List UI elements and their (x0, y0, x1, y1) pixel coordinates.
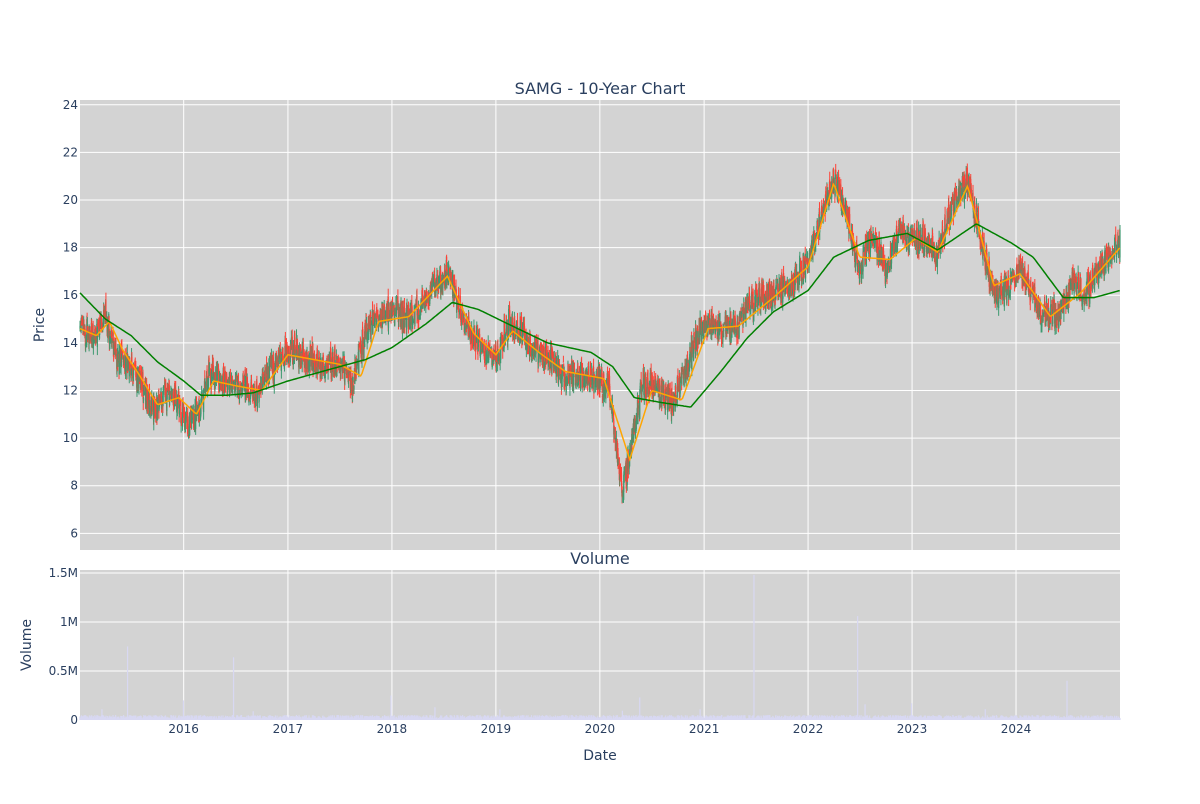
candle-body (463, 315, 464, 318)
candle-body (505, 337, 506, 338)
candle-body (739, 326, 740, 338)
candle-body (353, 385, 354, 389)
candle-body (448, 267, 449, 268)
candle-body (163, 390, 164, 393)
price-tick-label: 12 (63, 383, 78, 397)
candle-body (259, 394, 260, 402)
candle-body (602, 373, 603, 392)
candle-body (361, 344, 362, 360)
candlestick (340, 358, 341, 379)
candlestick (131, 352, 132, 368)
candle-body (466, 325, 467, 327)
price-tick-label: 18 (63, 241, 78, 255)
candle-body (488, 355, 489, 360)
candle-body (196, 402, 197, 404)
candlestick (89, 327, 90, 344)
candle-body (122, 352, 123, 358)
candle-body (265, 368, 266, 377)
price-tick-label: 22 (63, 145, 78, 159)
candlestick (563, 356, 564, 363)
candle-body (187, 413, 188, 434)
candle-body (143, 398, 144, 400)
candle-body (621, 473, 622, 480)
candlestick (602, 370, 603, 393)
candle-body (167, 394, 168, 400)
candlestick (514, 316, 515, 344)
candlestick (576, 369, 577, 389)
candlestick (442, 273, 443, 295)
candlestick (562, 364, 563, 368)
candle-body (680, 382, 681, 394)
candle-body (609, 376, 610, 384)
candle-body (344, 368, 345, 382)
price-chart-title: SAMG - 10-Year Chart (515, 79, 686, 98)
price-tick-label: 8 (70, 479, 78, 493)
price-axis-title: Price (32, 308, 48, 342)
candlestick (265, 365, 266, 377)
price-plot-area: 6 8 10 12 14 16 18 20 22 24 (63, 98, 1121, 550)
candle-body (177, 401, 178, 410)
candle-body (382, 305, 383, 316)
candle-body (250, 401, 251, 402)
candle-body (175, 389, 176, 399)
price-tick-label: 24 (63, 98, 78, 112)
candlestick (382, 303, 383, 319)
candle-body (526, 345, 527, 350)
price-tick-label: 16 (63, 288, 78, 302)
volume-axis-title: Volume (19, 619, 35, 671)
candle-body (614, 428, 615, 431)
candlestick (161, 392, 162, 413)
candle-body (723, 330, 724, 332)
candle-body (699, 336, 700, 337)
candlestick (317, 345, 318, 379)
candle-body (320, 359, 321, 360)
price-tick-label: 10 (63, 431, 78, 445)
candle-body (562, 369, 563, 379)
candlestick (689, 342, 690, 367)
candle-body (681, 373, 682, 384)
candle-body (101, 317, 102, 322)
candle-body (735, 321, 736, 326)
candle-body (163, 387, 164, 388)
candlestick (617, 448, 618, 469)
candlestick (574, 362, 575, 373)
candlestick (344, 366, 345, 385)
candlestick (167, 392, 168, 400)
candlestick (201, 386, 202, 401)
candlestick (466, 325, 467, 329)
candle-body (406, 318, 407, 329)
candle-body (649, 388, 650, 389)
candle-body (203, 394, 204, 412)
candle-body (562, 365, 563, 367)
candle-body (563, 362, 564, 363)
candle-body (97, 326, 98, 329)
candlestick (609, 368, 610, 385)
candlestick (143, 397, 144, 403)
candle-body (371, 324, 372, 335)
volume-chart-title: Volume (570, 549, 630, 568)
candlestick (187, 408, 188, 437)
candlestick (353, 385, 354, 394)
price-tick-label: 6 (70, 526, 78, 540)
price-tick-label: 20 (63, 193, 78, 207)
candle-body (675, 387, 676, 395)
candle-body (414, 311, 415, 324)
x-axis-title: Date (583, 748, 616, 764)
candle-body (665, 405, 666, 410)
candle-body (127, 360, 128, 369)
price-tick-label: 14 (63, 336, 78, 350)
